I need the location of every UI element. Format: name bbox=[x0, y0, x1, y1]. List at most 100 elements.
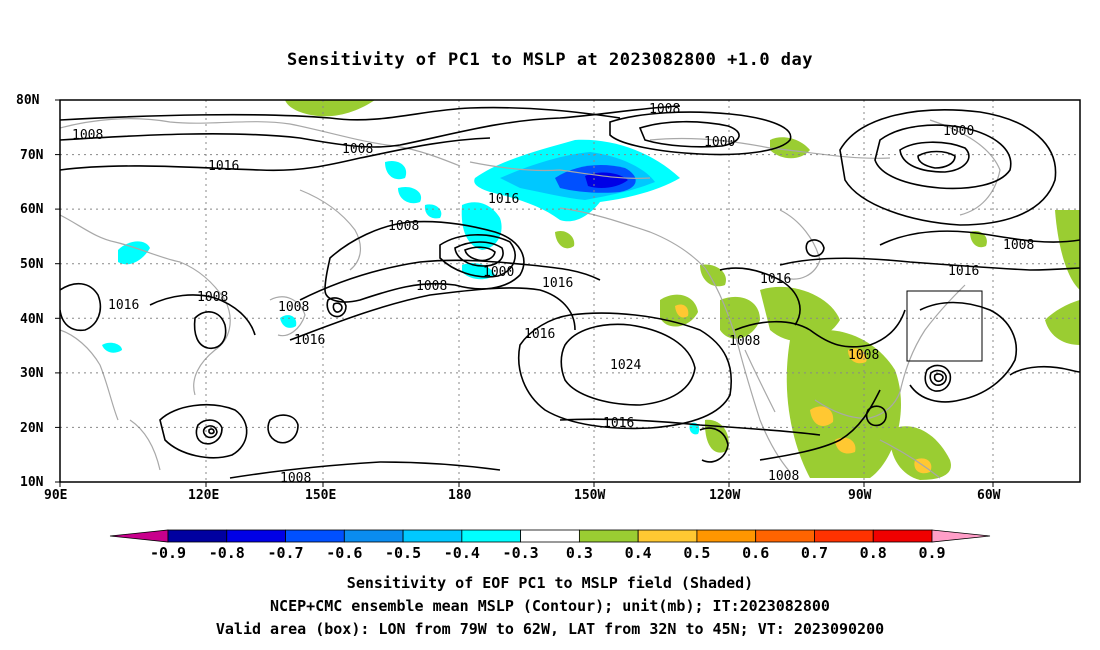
contour-label: 1008 bbox=[280, 471, 311, 486]
contour-1016-high-outer bbox=[518, 312, 732, 430]
contour-label: 1016 bbox=[208, 159, 239, 174]
coast-us-east bbox=[899, 284, 966, 393]
coast-alaska-south bbox=[559, 207, 706, 269]
colorbar-label: 0.6 bbox=[742, 544, 769, 562]
colorbar-cell bbox=[755, 529, 815, 543]
lon-label: 90E bbox=[44, 488, 67, 503]
neg-shade-siberia-1 bbox=[385, 160, 407, 180]
coast-central-america bbox=[879, 439, 941, 479]
lat-label: 70N bbox=[20, 148, 44, 163]
coast-gulf-mexico bbox=[814, 391, 901, 419]
contour-1000-arctic-low bbox=[638, 120, 740, 148]
contour-1016-tropic bbox=[559, 418, 821, 436]
colorbar-label: -0.8 bbox=[209, 544, 245, 562]
pos-shade-greenland bbox=[970, 230, 987, 248]
contour-hurricane-inner bbox=[933, 373, 944, 383]
lat-label: 40N bbox=[20, 312, 44, 327]
contour-label: 1016 bbox=[488, 192, 519, 207]
contour-label: 1016 bbox=[603, 416, 634, 431]
contour-label: 1008 bbox=[388, 219, 419, 234]
colorbar-label: 0.5 bbox=[683, 544, 710, 562]
contour-label: 1016 bbox=[108, 298, 139, 313]
pos-shade-atlantic-e1 bbox=[1055, 210, 1080, 290]
contour-label: 1008 bbox=[1003, 238, 1034, 253]
pos-shade-bc bbox=[700, 264, 726, 287]
lat-label: 20N bbox=[20, 421, 44, 436]
pos-shade-southeast bbox=[786, 330, 901, 478]
neg-shade-india bbox=[102, 342, 122, 353]
lon-label: 180 bbox=[448, 488, 472, 503]
mslp-contours bbox=[60, 105, 1080, 479]
shaded-sensitivity bbox=[102, 100, 1080, 480]
contour-small-low2-inner bbox=[332, 302, 343, 313]
coast-asia-north bbox=[60, 118, 461, 167]
coast-japan bbox=[269, 296, 306, 337]
contour-1008-us bbox=[734, 309, 906, 348]
colorbar-label: -0.3 bbox=[503, 544, 539, 562]
contour-label: 1008 bbox=[278, 300, 309, 315]
colorbar: -0.9 -0.8 -0.7 -0.6 -0.5 -0.4 -0.3 0.3 0.4 0.5 0.6… bbox=[109, 529, 991, 562]
contour-label: 1008 bbox=[729, 334, 760, 349]
contour-1016-south bbox=[289, 287, 576, 341]
contour-low-mexico bbox=[865, 405, 887, 427]
contour-arctic-2 bbox=[60, 105, 681, 148]
contour-greenland-inner1 bbox=[899, 141, 970, 173]
pos-shade-southeast-orange1 bbox=[810, 406, 834, 426]
contour-1016-atlantic bbox=[909, 301, 1017, 403]
coast-north-america-west bbox=[704, 267, 791, 473]
lat-label: 30N bbox=[20, 366, 44, 381]
contour-label: 1024 bbox=[610, 358, 641, 373]
colorbar-cell bbox=[814, 529, 874, 543]
neg-shade-north-pacific-deep bbox=[585, 172, 628, 188]
contour-label: 1000 bbox=[943, 124, 974, 139]
pos-shade-caribbean bbox=[889, 426, 951, 480]
contour-small-low2 bbox=[326, 297, 347, 318]
contour-label: 1008 bbox=[72, 128, 103, 143]
colorbar-label: -0.4 bbox=[444, 544, 480, 562]
colorbar-cell bbox=[285, 529, 345, 543]
contour-1016-east bbox=[779, 257, 1080, 271]
contour-label: 1008 bbox=[848, 348, 879, 363]
contour-label: 1008 bbox=[342, 142, 373, 157]
coast-seasia bbox=[129, 419, 161, 471]
lon-label: 120E bbox=[188, 488, 219, 503]
contour-1008-tropic bbox=[229, 461, 501, 479]
contour-label: 1016 bbox=[524, 327, 555, 342]
axis-labels: 80N 70N 60N 50N 40N 30N 20N 10N 90E 120E… bbox=[16, 93, 1001, 503]
contour-label: 1000 bbox=[704, 135, 735, 150]
contour-label: 1000 bbox=[483, 265, 514, 280]
footer-shaded-caption: Sensitivity of EOF PC1 to MSLP field (Sh… bbox=[346, 574, 754, 592]
pos-shade-atlantic-e2 bbox=[1045, 300, 1080, 345]
lon-label: 150E bbox=[305, 488, 336, 503]
lon-label: 60W bbox=[977, 488, 1001, 503]
contour-typhoon1-inner bbox=[202, 425, 218, 439]
colorbar-cell bbox=[520, 529, 580, 543]
pos-shade-arctic-north bbox=[285, 100, 375, 117]
colorbar-cell bbox=[461, 529, 522, 543]
footer-contour-caption: NCEP+CMC ensemble mean MSLP (Contour); u… bbox=[270, 597, 830, 615]
neg-shade-siberia-2 bbox=[398, 186, 422, 204]
contour-1008-mex bbox=[699, 427, 729, 463]
colorbar-label: -0.6 bbox=[326, 544, 362, 562]
colorbar-cell bbox=[226, 529, 286, 543]
colorbar-cell bbox=[167, 529, 228, 543]
map-frame bbox=[59, 99, 1081, 483]
colorbar-label: -0.9 bbox=[150, 544, 186, 562]
pos-shade-southeast-orange3 bbox=[835, 437, 856, 454]
colorbar-cell bbox=[696, 529, 757, 543]
coast-hudson bbox=[779, 209, 821, 280]
contour-label: 1008 bbox=[649, 102, 680, 117]
contour-label: 1008 bbox=[768, 469, 799, 484]
colorbar-label: 0.9 bbox=[918, 544, 945, 562]
lon-label: 150W bbox=[574, 488, 605, 503]
contour-small-bc bbox=[805, 239, 825, 257]
lat-label: 60N bbox=[20, 202, 44, 217]
colorbar-extend-low bbox=[109, 529, 169, 543]
chart-title: Sensitivity of PC1 to MSLP at 2023082800… bbox=[286, 50, 813, 70]
neg-shade-japan bbox=[280, 315, 297, 328]
pos-shade-canada bbox=[555, 230, 575, 249]
contour-greenland-outer bbox=[839, 109, 1057, 226]
contour-arctic-top bbox=[60, 106, 621, 121]
footer-valid-area-caption: Valid area (box): LON from 79W to 62W, L… bbox=[215, 620, 885, 638]
contour-1016-west-coast bbox=[719, 267, 801, 326]
